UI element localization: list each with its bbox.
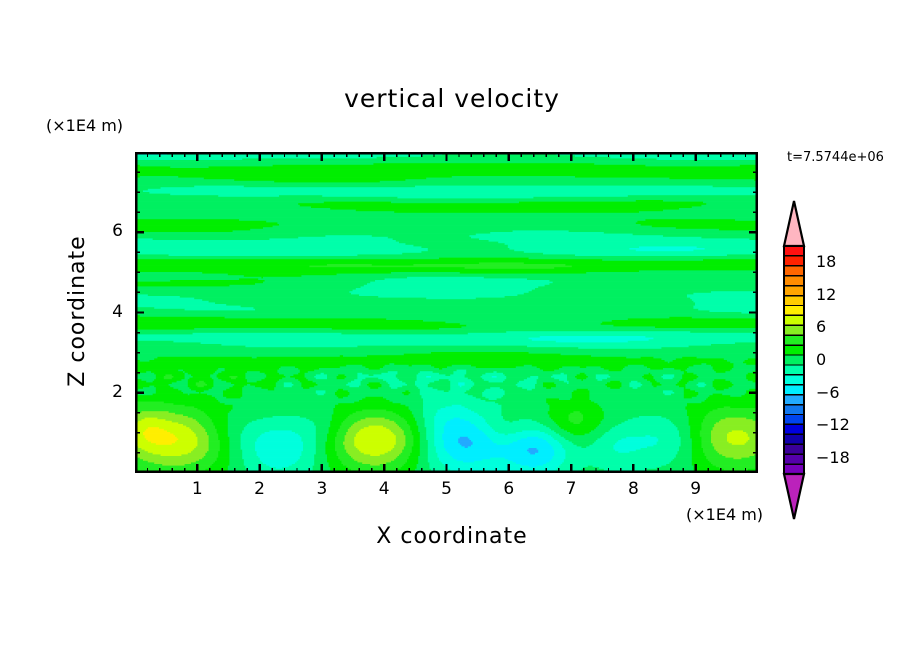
x-tick-label: 7	[565, 479, 577, 499]
y-axis-unit-label: (×1E4 m)	[46, 116, 124, 135]
x-axis-label: X coordinate	[376, 524, 528, 549]
x-tick-label: 1	[191, 479, 203, 499]
colorbar-tick-label: −18	[816, 447, 850, 467]
x-tick-label: 3	[316, 479, 328, 499]
page-title: vertical velocity	[344, 84, 560, 113]
y-tick-label: 4	[112, 301, 123, 322]
y-tick-label: 2	[112, 381, 123, 402]
colorbar-tick-label: 18	[816, 252, 837, 272]
x-tick-label: 8	[627, 479, 639, 499]
colorbar-tick-label: 6	[816, 317, 827, 337]
timestamp-annotation: t=7.5744e+06	[787, 150, 884, 165]
colorbar	[782, 200, 806, 520]
x-tick-label: 4	[378, 479, 390, 499]
colorbar-tick-label: −12	[816, 415, 850, 435]
x-tick-label: 6	[503, 479, 515, 499]
colorbar-tick-label: 0	[816, 350, 827, 369]
x-tick-label: 2	[254, 479, 265, 499]
x-axis-unit-label: (×1E4 m)	[686, 505, 764, 524]
y-tick-label: 6	[112, 221, 123, 242]
colorbar-tick-label: 12	[816, 284, 837, 304]
y-axis-label: Z coordinate	[65, 235, 90, 387]
x-tick-label: 9	[690, 479, 702, 499]
colorbar-tick-label: −6	[816, 382, 840, 402]
x-tick-label: 5	[441, 479, 452, 499]
contour-plot	[135, 152, 758, 473]
